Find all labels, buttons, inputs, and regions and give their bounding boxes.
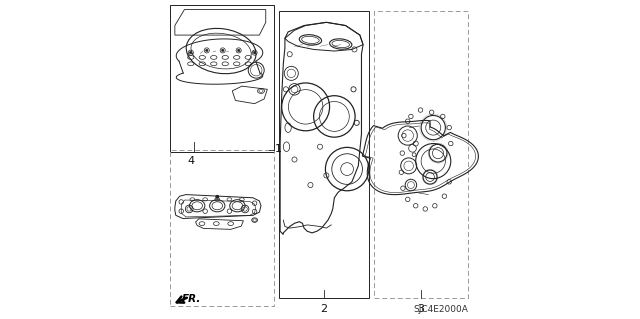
Text: 2: 2 xyxy=(321,304,328,314)
Bar xyxy=(374,11,468,298)
Bar xyxy=(170,5,274,152)
Text: 4: 4 xyxy=(188,156,195,166)
Bar xyxy=(170,150,274,306)
Circle shape xyxy=(237,49,240,52)
Text: FR.: FR. xyxy=(182,294,202,304)
Circle shape xyxy=(221,49,224,52)
Circle shape xyxy=(189,51,192,54)
Circle shape xyxy=(253,51,256,54)
Text: 1: 1 xyxy=(275,144,282,154)
Text: 3: 3 xyxy=(417,304,424,314)
Circle shape xyxy=(216,196,218,198)
Circle shape xyxy=(205,49,208,52)
Bar xyxy=(279,11,369,298)
Text: SJC4E2000A: SJC4E2000A xyxy=(413,305,468,314)
